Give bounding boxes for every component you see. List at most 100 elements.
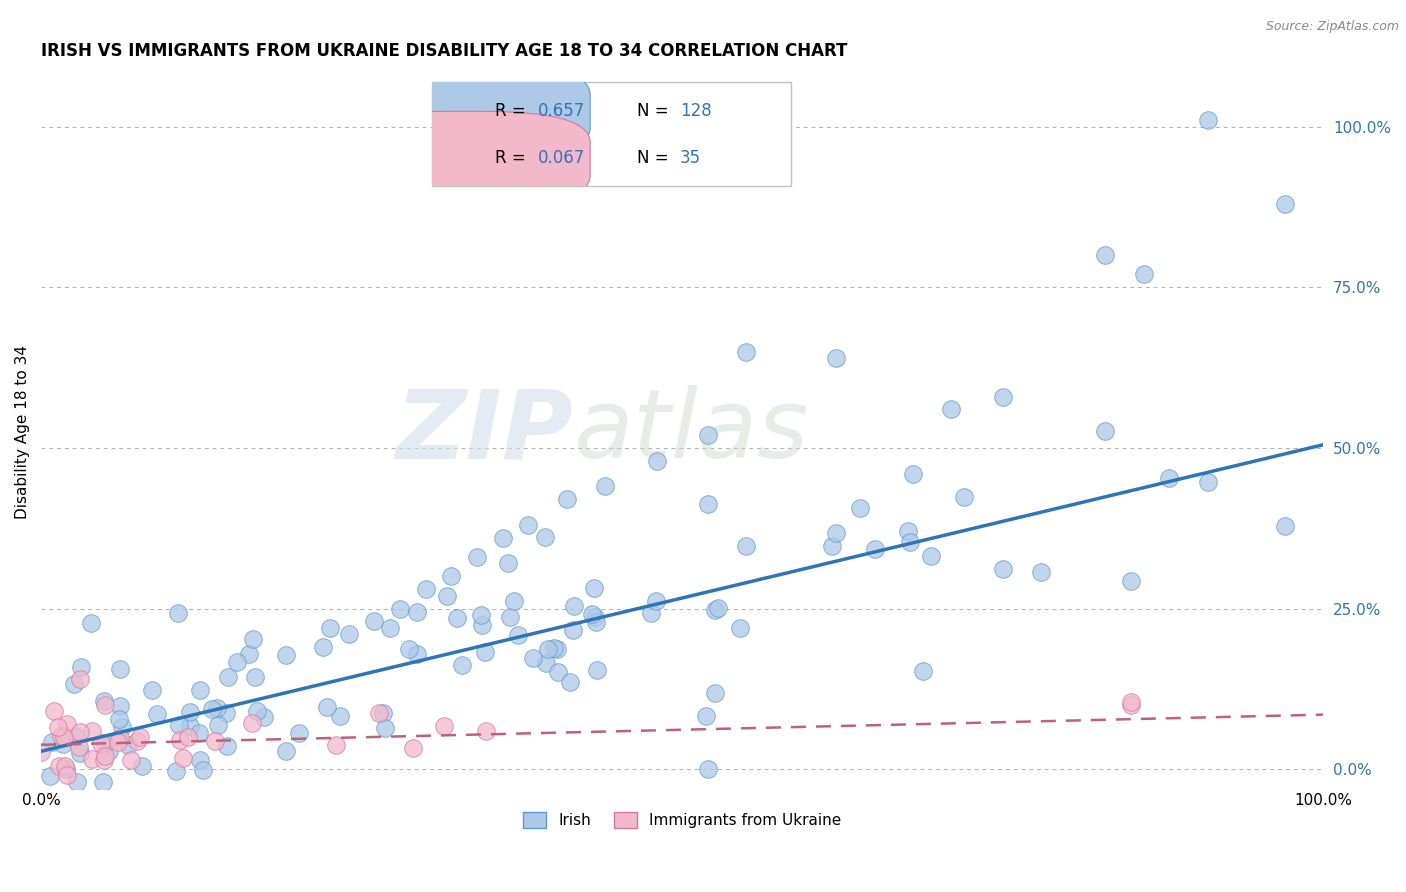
Text: atlas: atlas [574,385,808,478]
Point [911,664,934,678]
Point [1094,424,1116,438]
Point [217,739,239,754]
Point [475,724,498,739]
Point [217,669,239,683]
Point [1159,471,1181,485]
Point [131,759,153,773]
Point [898,535,921,549]
Point [107,735,129,749]
Point [190,753,212,767]
Point [55,762,77,776]
Point [560,674,582,689]
Point [901,467,924,481]
Point [242,632,264,646]
Point [1274,519,1296,533]
Point [821,539,844,553]
Point [534,656,557,670]
Point [953,490,976,504]
Point [897,524,920,538]
Point [319,621,342,635]
Point [94,748,117,763]
Point [53,758,76,772]
Point [502,594,524,608]
Point [65,775,87,789]
Point [226,656,249,670]
Point [991,390,1014,404]
Point [1274,196,1296,211]
Point [63,676,86,690]
Point [91,775,114,789]
Point [127,733,149,747]
Point [69,746,91,760]
Point [645,454,668,468]
Point [696,497,718,511]
Point [41,735,63,749]
Point [508,627,530,641]
Point [108,712,131,726]
Point [735,539,758,553]
Point [378,621,401,635]
Point [120,753,142,767]
Point [82,723,104,738]
Point [368,706,391,720]
Point [90,736,112,750]
Point [238,647,260,661]
Point [167,606,190,620]
Point [93,753,115,767]
Point [436,589,458,603]
Point [337,627,360,641]
Point [1197,113,1219,128]
Point [288,726,311,740]
Point [108,731,131,746]
Point [593,479,616,493]
Point [499,610,522,624]
Point [492,531,515,545]
Point [363,615,385,629]
Point [67,739,90,754]
Point [543,641,565,656]
Point [246,704,269,718]
Point [325,739,347,753]
Point [398,642,420,657]
Point [471,617,494,632]
Point [98,744,121,758]
Point [941,402,963,417]
Point [69,673,91,687]
Point [108,662,131,676]
Y-axis label: Disability Age 18 to 34: Disability Age 18 to 34 [15,345,30,519]
Point [562,623,585,637]
Point [991,561,1014,575]
Point [176,730,198,744]
Point [42,705,65,719]
Point [94,698,117,712]
Point [825,526,848,541]
Point [172,750,194,764]
Point [117,738,139,752]
Point [111,720,134,734]
Point [707,601,730,615]
Point [141,682,163,697]
Point [406,606,429,620]
Point [93,736,115,750]
Point [433,718,456,732]
Point [735,344,758,359]
Text: ZIP: ZIP [395,385,574,478]
Point [179,705,201,719]
Point [406,647,429,661]
Legend: Irish, Immigrants from Ukraine: Irish, Immigrants from Ukraine [517,806,848,834]
Point [1119,574,1142,588]
Point [389,601,412,615]
Point [1094,248,1116,262]
Point [583,610,606,624]
Point [55,717,77,731]
Point [581,607,603,621]
Point [243,670,266,684]
Point [1132,268,1154,282]
Point [373,706,395,721]
Point [315,700,337,714]
Point [108,698,131,713]
Point [52,731,75,745]
Point [474,645,496,659]
Point [274,743,297,757]
Point [49,729,72,743]
